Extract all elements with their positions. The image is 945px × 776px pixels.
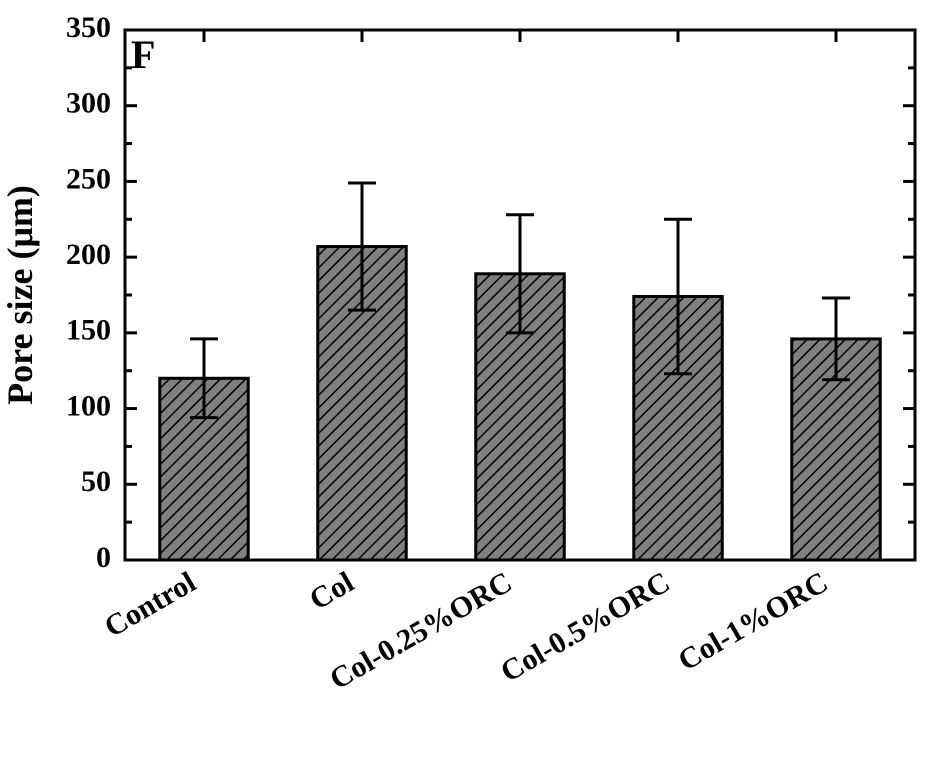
y-tick-label: 150: [66, 314, 111, 347]
panel-label: F: [131, 32, 155, 77]
y-tick-label: 350: [66, 11, 111, 44]
y-tick-label: 250: [66, 162, 111, 195]
y-tick-label: 300: [66, 87, 111, 120]
chart-figure: 050100150200250300350ControlColCol-0.25%…: [0, 0, 945, 776]
y-tick-label: 200: [66, 238, 111, 271]
y-tick-label: 100: [66, 389, 111, 422]
y-tick-label: 0: [96, 541, 111, 574]
y-tick-label: 50: [81, 465, 111, 498]
y-axis-label: Pore size (μm): [0, 185, 40, 405]
